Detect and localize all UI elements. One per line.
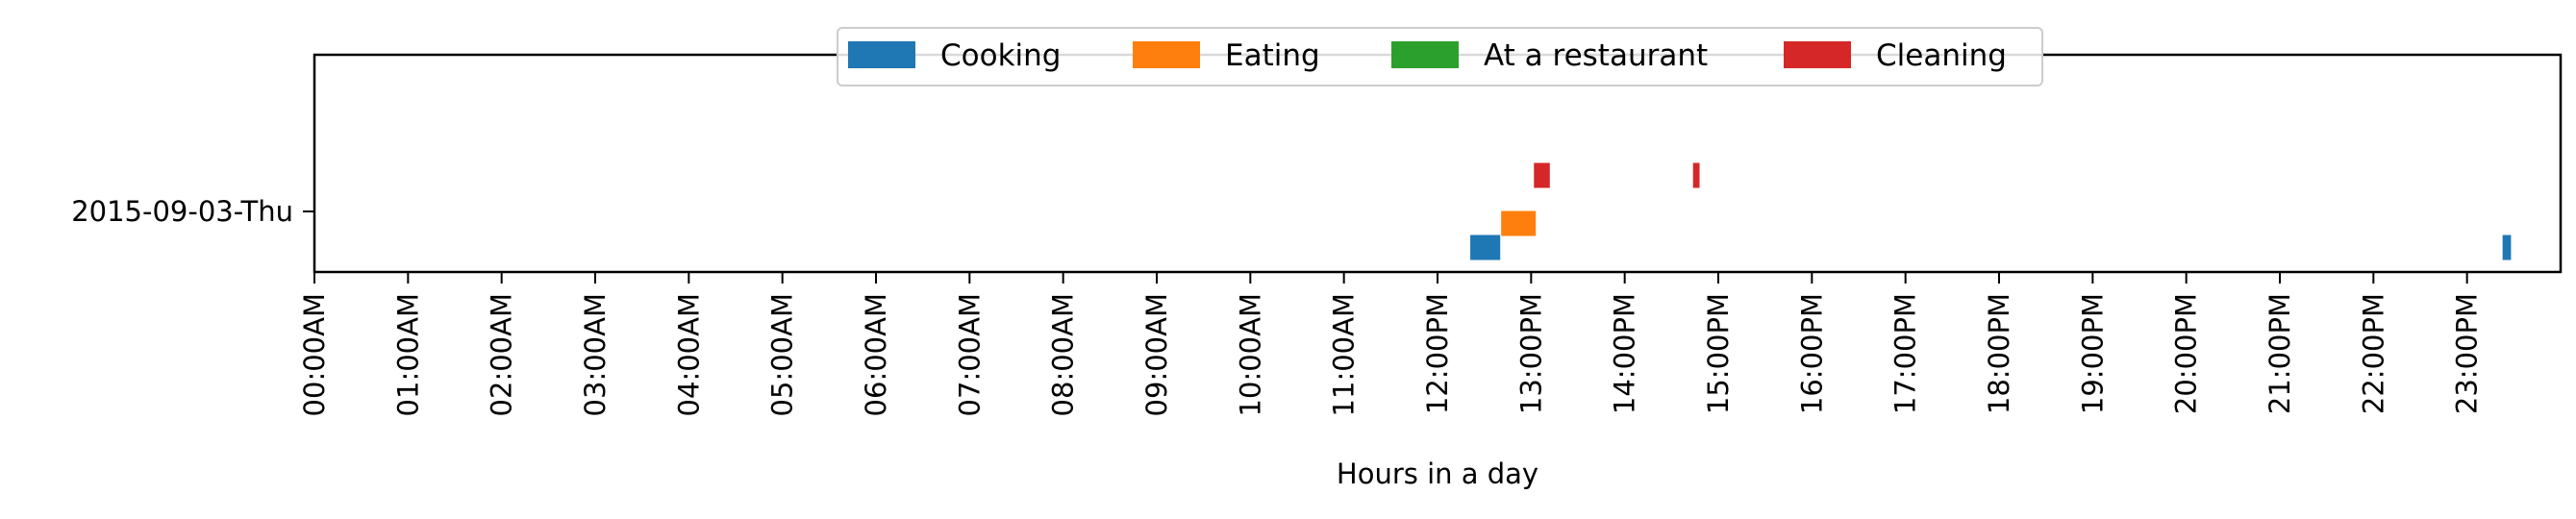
legend-label: Cooking [940,38,1061,73]
y-axis: 2015-09-03-Thu [71,195,314,228]
x-tick-label: 13:00PM [1514,293,1547,414]
legend: Cooking Eating At a restaurant Cleaning [837,27,2043,86]
x-tick-label: 11:00AM [1328,293,1361,416]
x-tick-label: 02:00AM [486,293,518,416]
x-tick-label: 23:00PM [2451,293,2484,414]
legend-swatch-eating [1133,41,1200,68]
x-axis-label: Hours in a day [1337,457,1538,490]
x-tick-label: 05:00AM [766,293,799,416]
legend-swatch-cooking [848,41,915,68]
bar-eating-0 [1501,210,1537,236]
x-tick-label: 04:00AM [672,293,705,416]
x-tick-label: 00:00AM [298,293,331,416]
bar-cleaning-1 [1692,162,1700,188]
legend-label: Cleaning [1876,38,2007,73]
x-tick-label: 14:00PM [1609,293,1641,414]
x-tick-label: 19:00PM [2076,293,2109,414]
x-tick-label: 22:00PM [2357,293,2389,414]
plot-frame [313,53,2563,274]
x-tick-label: 15:00PM [1702,293,1735,414]
x-tick-label: 21:00PM [2263,293,2296,414]
bar-cooking-1 [2502,235,2512,260]
x-tick-label: 17:00PM [1889,293,1922,414]
x-tick-label: 10:00AM [1234,293,1266,416]
x-tick-label: 07:00AM [953,293,986,416]
x-tick-label: 18:00PM [1983,293,2015,414]
x-tick-label: 16:00PM [1795,293,1828,414]
bar-cleaning-0 [1534,162,1550,188]
x-tick-label: 08:00AM [1047,293,1080,416]
legend-swatch-at-a-restaurant [1391,41,1459,68]
legend-label: At a restaurant [1484,38,1708,73]
bars-layer [1470,162,2512,260]
x-tick-label: 06:00AM [860,293,892,416]
legend-swatch-cleaning [1784,41,1851,68]
legend-label: Eating [1225,38,1320,73]
x-tick-label: 01:00AM [391,293,424,416]
y-tick-label: 2015-09-03-Thu [71,195,293,228]
x-axis: 00:00AM 01:00AM 02:00AM 03:00AM 04:00AM 05:00… [298,272,2484,416]
x-tick-label: 03:00AM [579,293,612,416]
x-tick-label: 12:00PM [1421,293,1454,414]
x-tick-label: 09:00AM [1140,293,1173,416]
x-tick-label: 20:00PM [2170,293,2203,414]
bar-cooking-0 [1470,235,1501,260]
